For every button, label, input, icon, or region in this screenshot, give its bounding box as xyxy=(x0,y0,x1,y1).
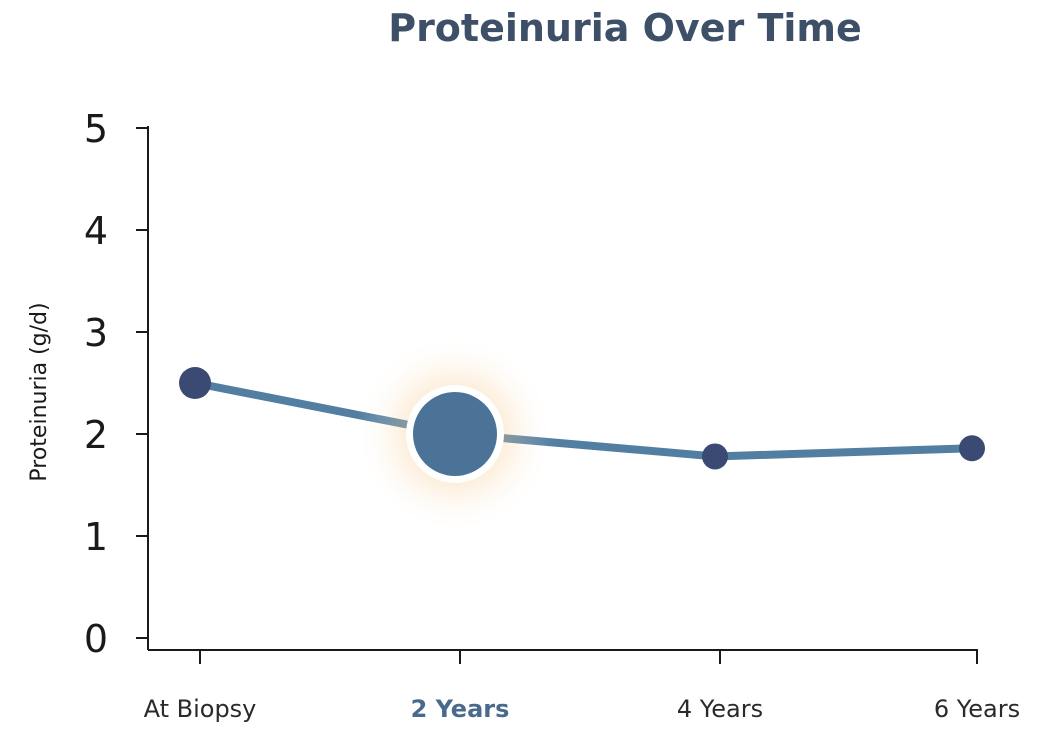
y-tick-label: 2 xyxy=(84,413,108,457)
data-point xyxy=(702,443,728,470)
y-axis-ticks: 0 1 2 3 4 5 xyxy=(84,107,148,661)
series-line xyxy=(191,379,976,461)
y-axis-label: Proteinuria (g/d) xyxy=(27,302,52,481)
y-tick-label: 0 xyxy=(84,617,108,661)
y-tick-label: 4 xyxy=(84,209,108,253)
chart-title: Proteinuria Over Time xyxy=(388,6,862,50)
x-tick-label: At Biopsy xyxy=(144,695,257,723)
x-tick-label: 2 Years xyxy=(411,695,510,723)
data-points xyxy=(179,334,985,534)
x-tick-label: 4 Years xyxy=(677,695,763,723)
axes xyxy=(147,126,978,651)
y-tick-label: 5 xyxy=(84,107,108,151)
data-point xyxy=(959,435,985,462)
y-tick-label: 1 xyxy=(84,515,108,559)
x-tick-label: 6 Years xyxy=(934,695,1020,723)
data-point xyxy=(179,367,211,399)
x-axis-ticks: At Biopsy 2 Years 4 Years 6 Years xyxy=(144,650,1020,723)
series-proteinuria xyxy=(191,379,976,461)
y-tick-label: 3 xyxy=(84,311,108,355)
data-point-highlighted xyxy=(413,392,497,476)
